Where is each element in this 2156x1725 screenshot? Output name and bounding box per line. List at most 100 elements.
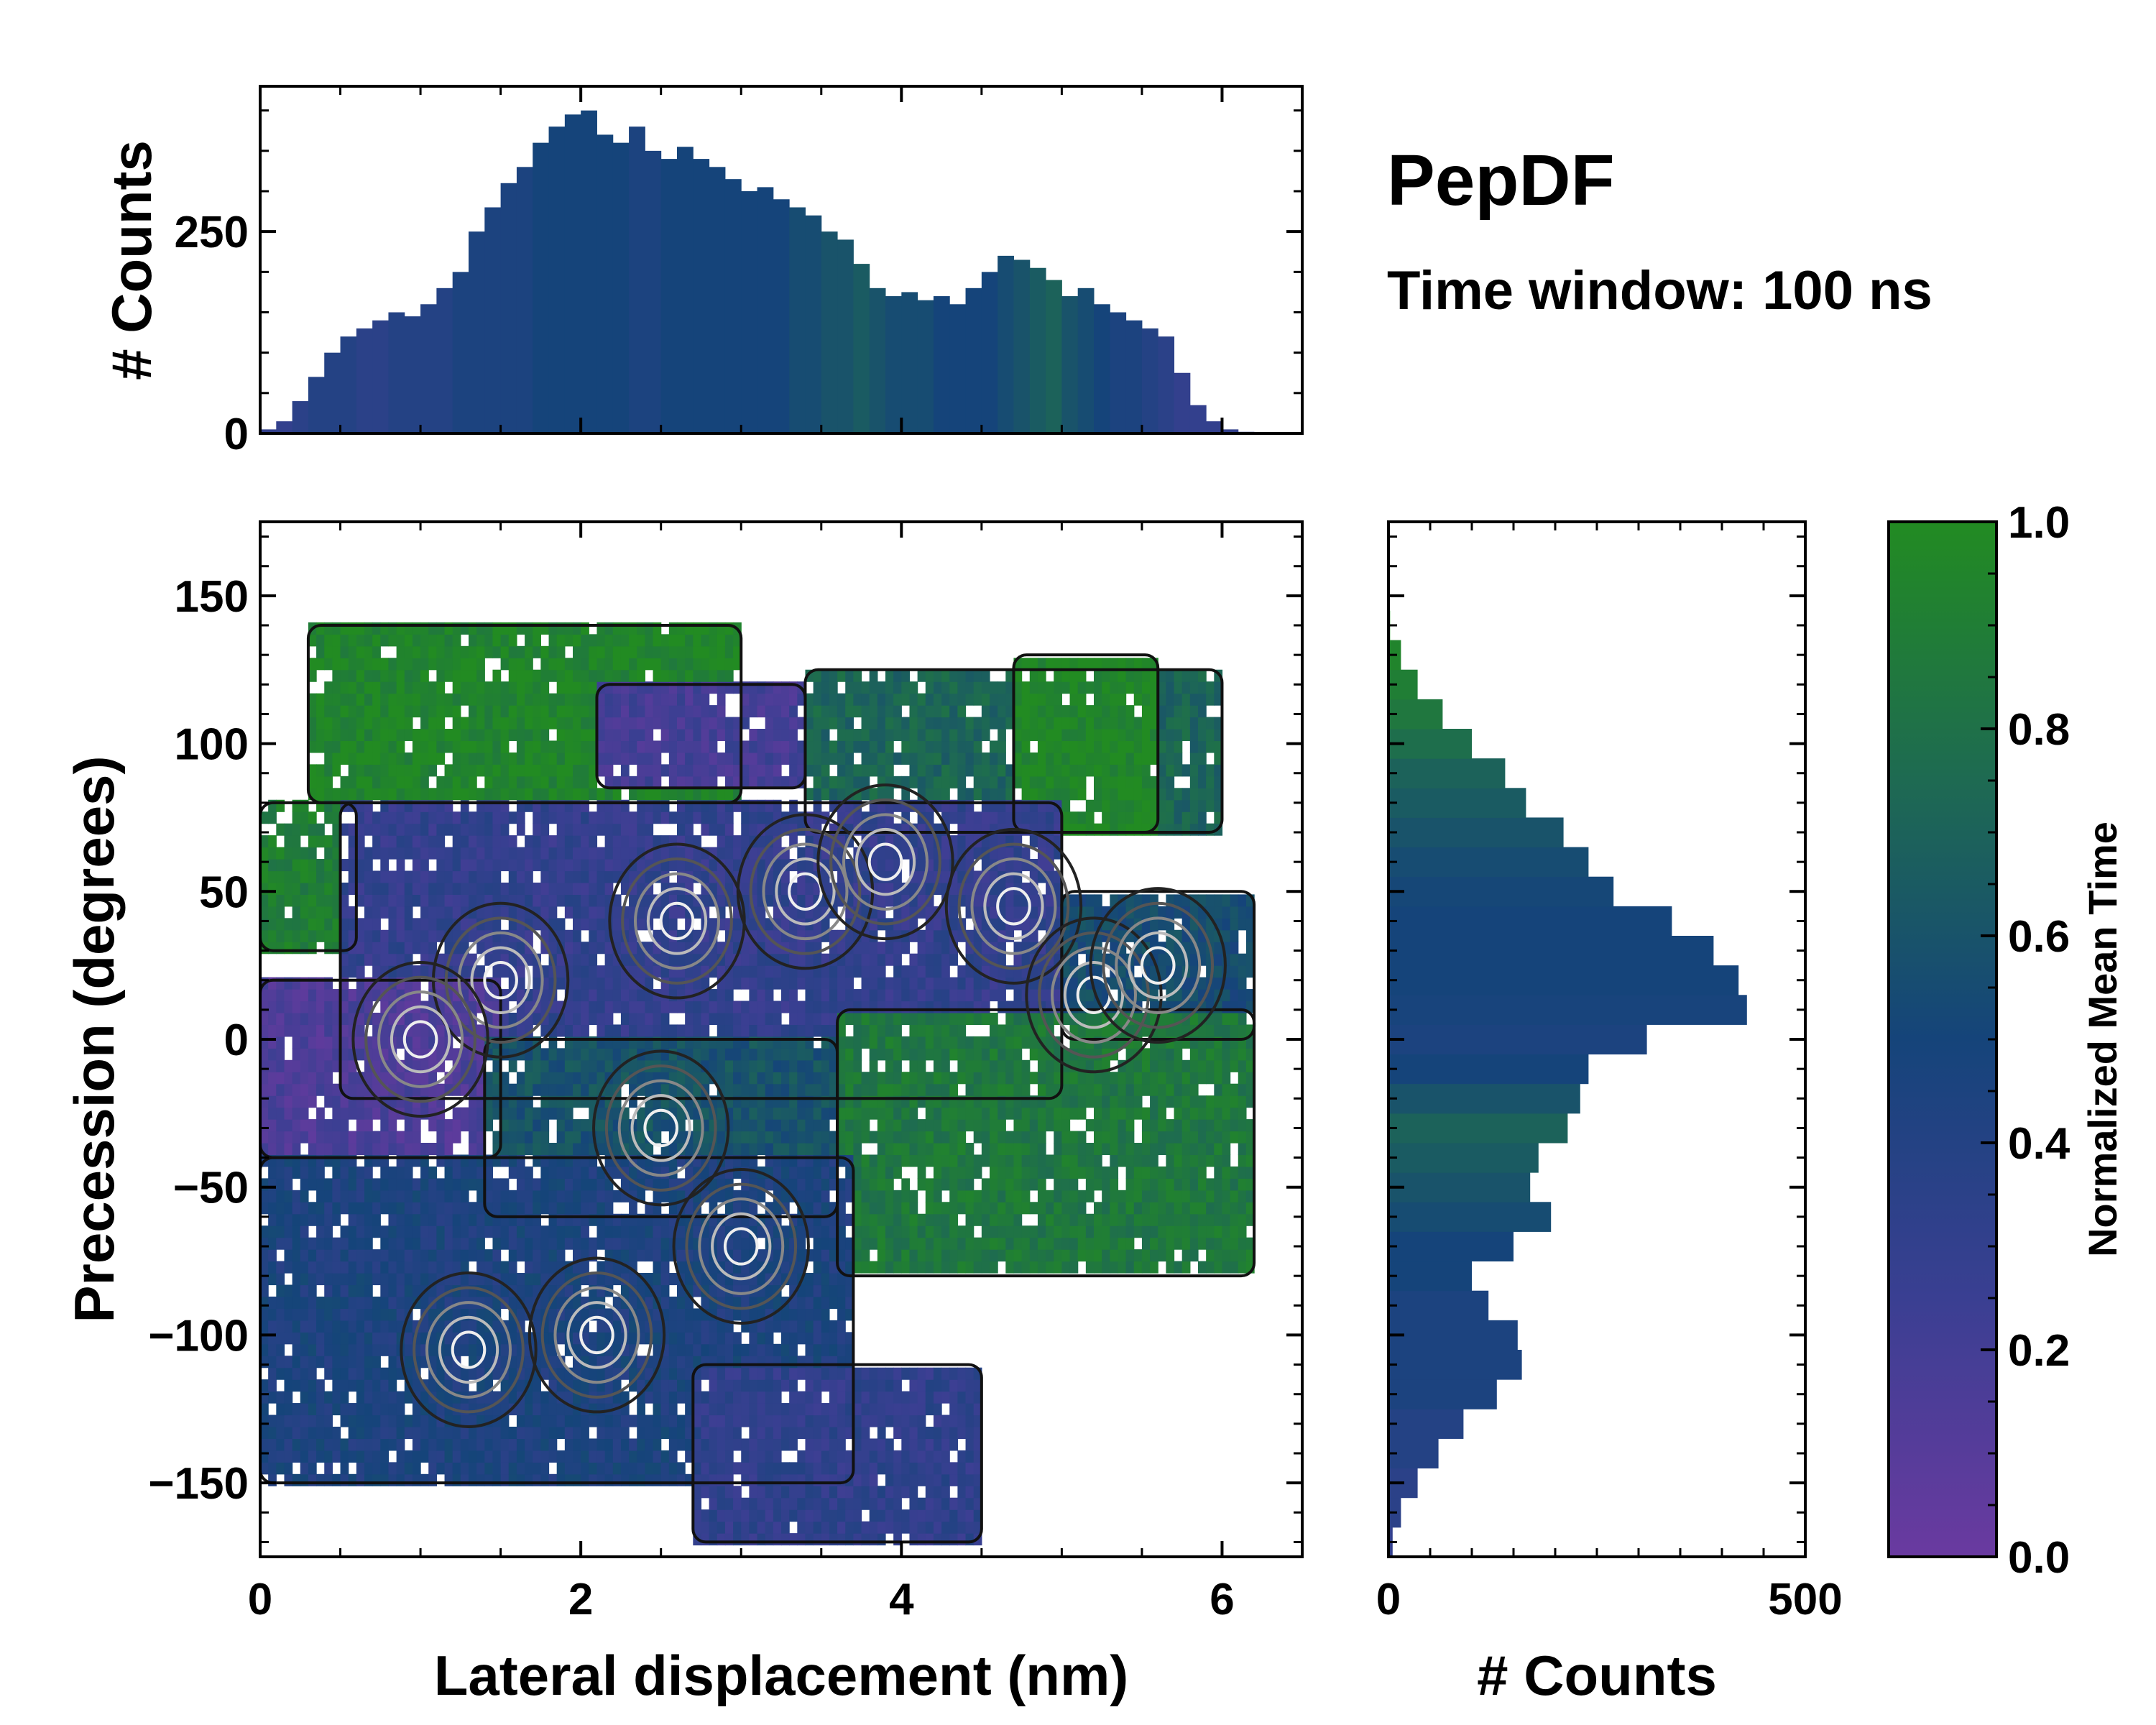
heatmap-cell [596, 1190, 606, 1202]
heatmap-cell [548, 811, 558, 824]
heatmap-cell [508, 752, 517, 765]
heatmap-cell [516, 929, 525, 942]
heatmap-cell [581, 788, 589, 801]
heatmap-cell [693, 799, 702, 812]
heatmap-cell [749, 989, 758, 1002]
heatmap-cell [292, 1237, 301, 1250]
heatmap-cell [693, 977, 702, 990]
heatmap-cell [452, 752, 461, 765]
heatmap-cell [492, 823, 502, 836]
heatmap-cell [677, 752, 686, 765]
heatmap-cell [724, 1533, 734, 1546]
heatmap-cell [388, 1190, 397, 1202]
heatmap-cell [604, 1036, 614, 1049]
heatmap-cell [396, 989, 405, 1002]
heatmap-cell [340, 1343, 349, 1356]
heatmap-cell [340, 645, 349, 658]
heatmap-cell [308, 788, 317, 801]
heatmap-cell [428, 681, 437, 694]
heatmap-cell [693, 953, 702, 966]
heatmap-cell [548, 645, 558, 658]
top-histogram-bar [821, 231, 838, 433]
heatmap-cell [356, 1048, 365, 1061]
heatmap-cell [637, 1213, 645, 1226]
heatmap-cell [428, 1473, 437, 1486]
heatmap-cell [660, 1343, 670, 1356]
heatmap-cell [268, 1237, 277, 1250]
heatmap-cell [724, 1343, 734, 1356]
heatmap-cell [604, 729, 614, 742]
heatmap-cell [452, 717, 461, 730]
heatmap-cell [388, 752, 397, 765]
heatmap-cell [685, 1414, 694, 1427]
heatmap-cell [476, 929, 485, 942]
heatmap-cell [436, 1391, 446, 1404]
heatmap-cell [757, 740, 766, 753]
heatmap-cell [476, 965, 485, 978]
heatmap-cell [797, 1486, 806, 1499]
heatmap-cell [276, 1036, 285, 1049]
heatmap-cell [797, 1143, 806, 1156]
heatmap-cell [484, 1048, 494, 1061]
heatmap-cell [533, 799, 541, 812]
heatmap-cell [508, 1048, 517, 1061]
heatmap-cell [629, 1343, 637, 1356]
heatmap-cell [268, 1414, 277, 1427]
heatmap-cell [733, 740, 742, 753]
heatmap-cell [380, 1261, 390, 1274]
heatmap-cell [724, 1190, 734, 1202]
heatmap-cell [492, 870, 502, 883]
heatmap-cell [645, 717, 654, 730]
heatmap-cell [637, 1036, 645, 1049]
heatmap-cell [500, 847, 510, 860]
top-histogram-bar [741, 191, 758, 433]
heatmap-cell [773, 1497, 782, 1510]
heatmap-cell [428, 1332, 437, 1345]
heatmap-cell [564, 1237, 573, 1250]
heatmap-cell [612, 847, 622, 860]
heatmap-cell [733, 1367, 742, 1380]
heatmap-cell [404, 918, 413, 931]
heatmap-cell [372, 788, 381, 801]
heatmap-cell [589, 658, 598, 671]
heatmap-cell [364, 870, 373, 883]
heatmap-cell [533, 859, 541, 872]
heatmap-cell [821, 1131, 830, 1144]
heatmap-cell [733, 1059, 742, 1072]
heatmap-cell [428, 1000, 437, 1013]
heatmap-cell [444, 823, 453, 836]
heatmap-cell [564, 1143, 573, 1156]
heatmap-cell [653, 1273, 662, 1286]
heatmap-cell [573, 1143, 581, 1156]
heatmap-cell [380, 894, 390, 907]
heatmap-cell [837, 1521, 846, 1534]
heatmap-cell [380, 823, 390, 836]
heatmap-cell [821, 1237, 830, 1250]
heatmap-cell [837, 1438, 846, 1451]
heatmap-cell [757, 752, 766, 765]
heatmap-cell [789, 1178, 798, 1191]
heatmap-cell [428, 1225, 437, 1238]
heatmap-cell [469, 811, 477, 824]
heatmap-cell [556, 1237, 566, 1250]
heatmap-cell [348, 929, 357, 942]
heatmap-cell [492, 1462, 502, 1475]
heatmap-cell [436, 1143, 446, 1156]
heatmap-cell [380, 1083, 390, 1096]
heatmap-cell [516, 799, 525, 812]
heatmap-cell [701, 1059, 710, 1072]
heatmap-cell [284, 942, 293, 954]
heatmap-cell [749, 847, 758, 860]
heatmap-cell [765, 1166, 774, 1179]
heatmap-cell [476, 1154, 485, 1167]
heatmap-cell [444, 645, 453, 658]
heatmap-cell [693, 929, 702, 942]
heatmap-cell [829, 1367, 838, 1380]
heatmap-cell [556, 965, 566, 978]
heatmap-cell [653, 870, 662, 883]
heatmap-cell [573, 729, 581, 742]
heatmap-cell [436, 847, 446, 860]
heatmap-cell [476, 1273, 485, 1286]
heatmap-cell [364, 1000, 373, 1013]
heatmap-cell [668, 1332, 678, 1345]
